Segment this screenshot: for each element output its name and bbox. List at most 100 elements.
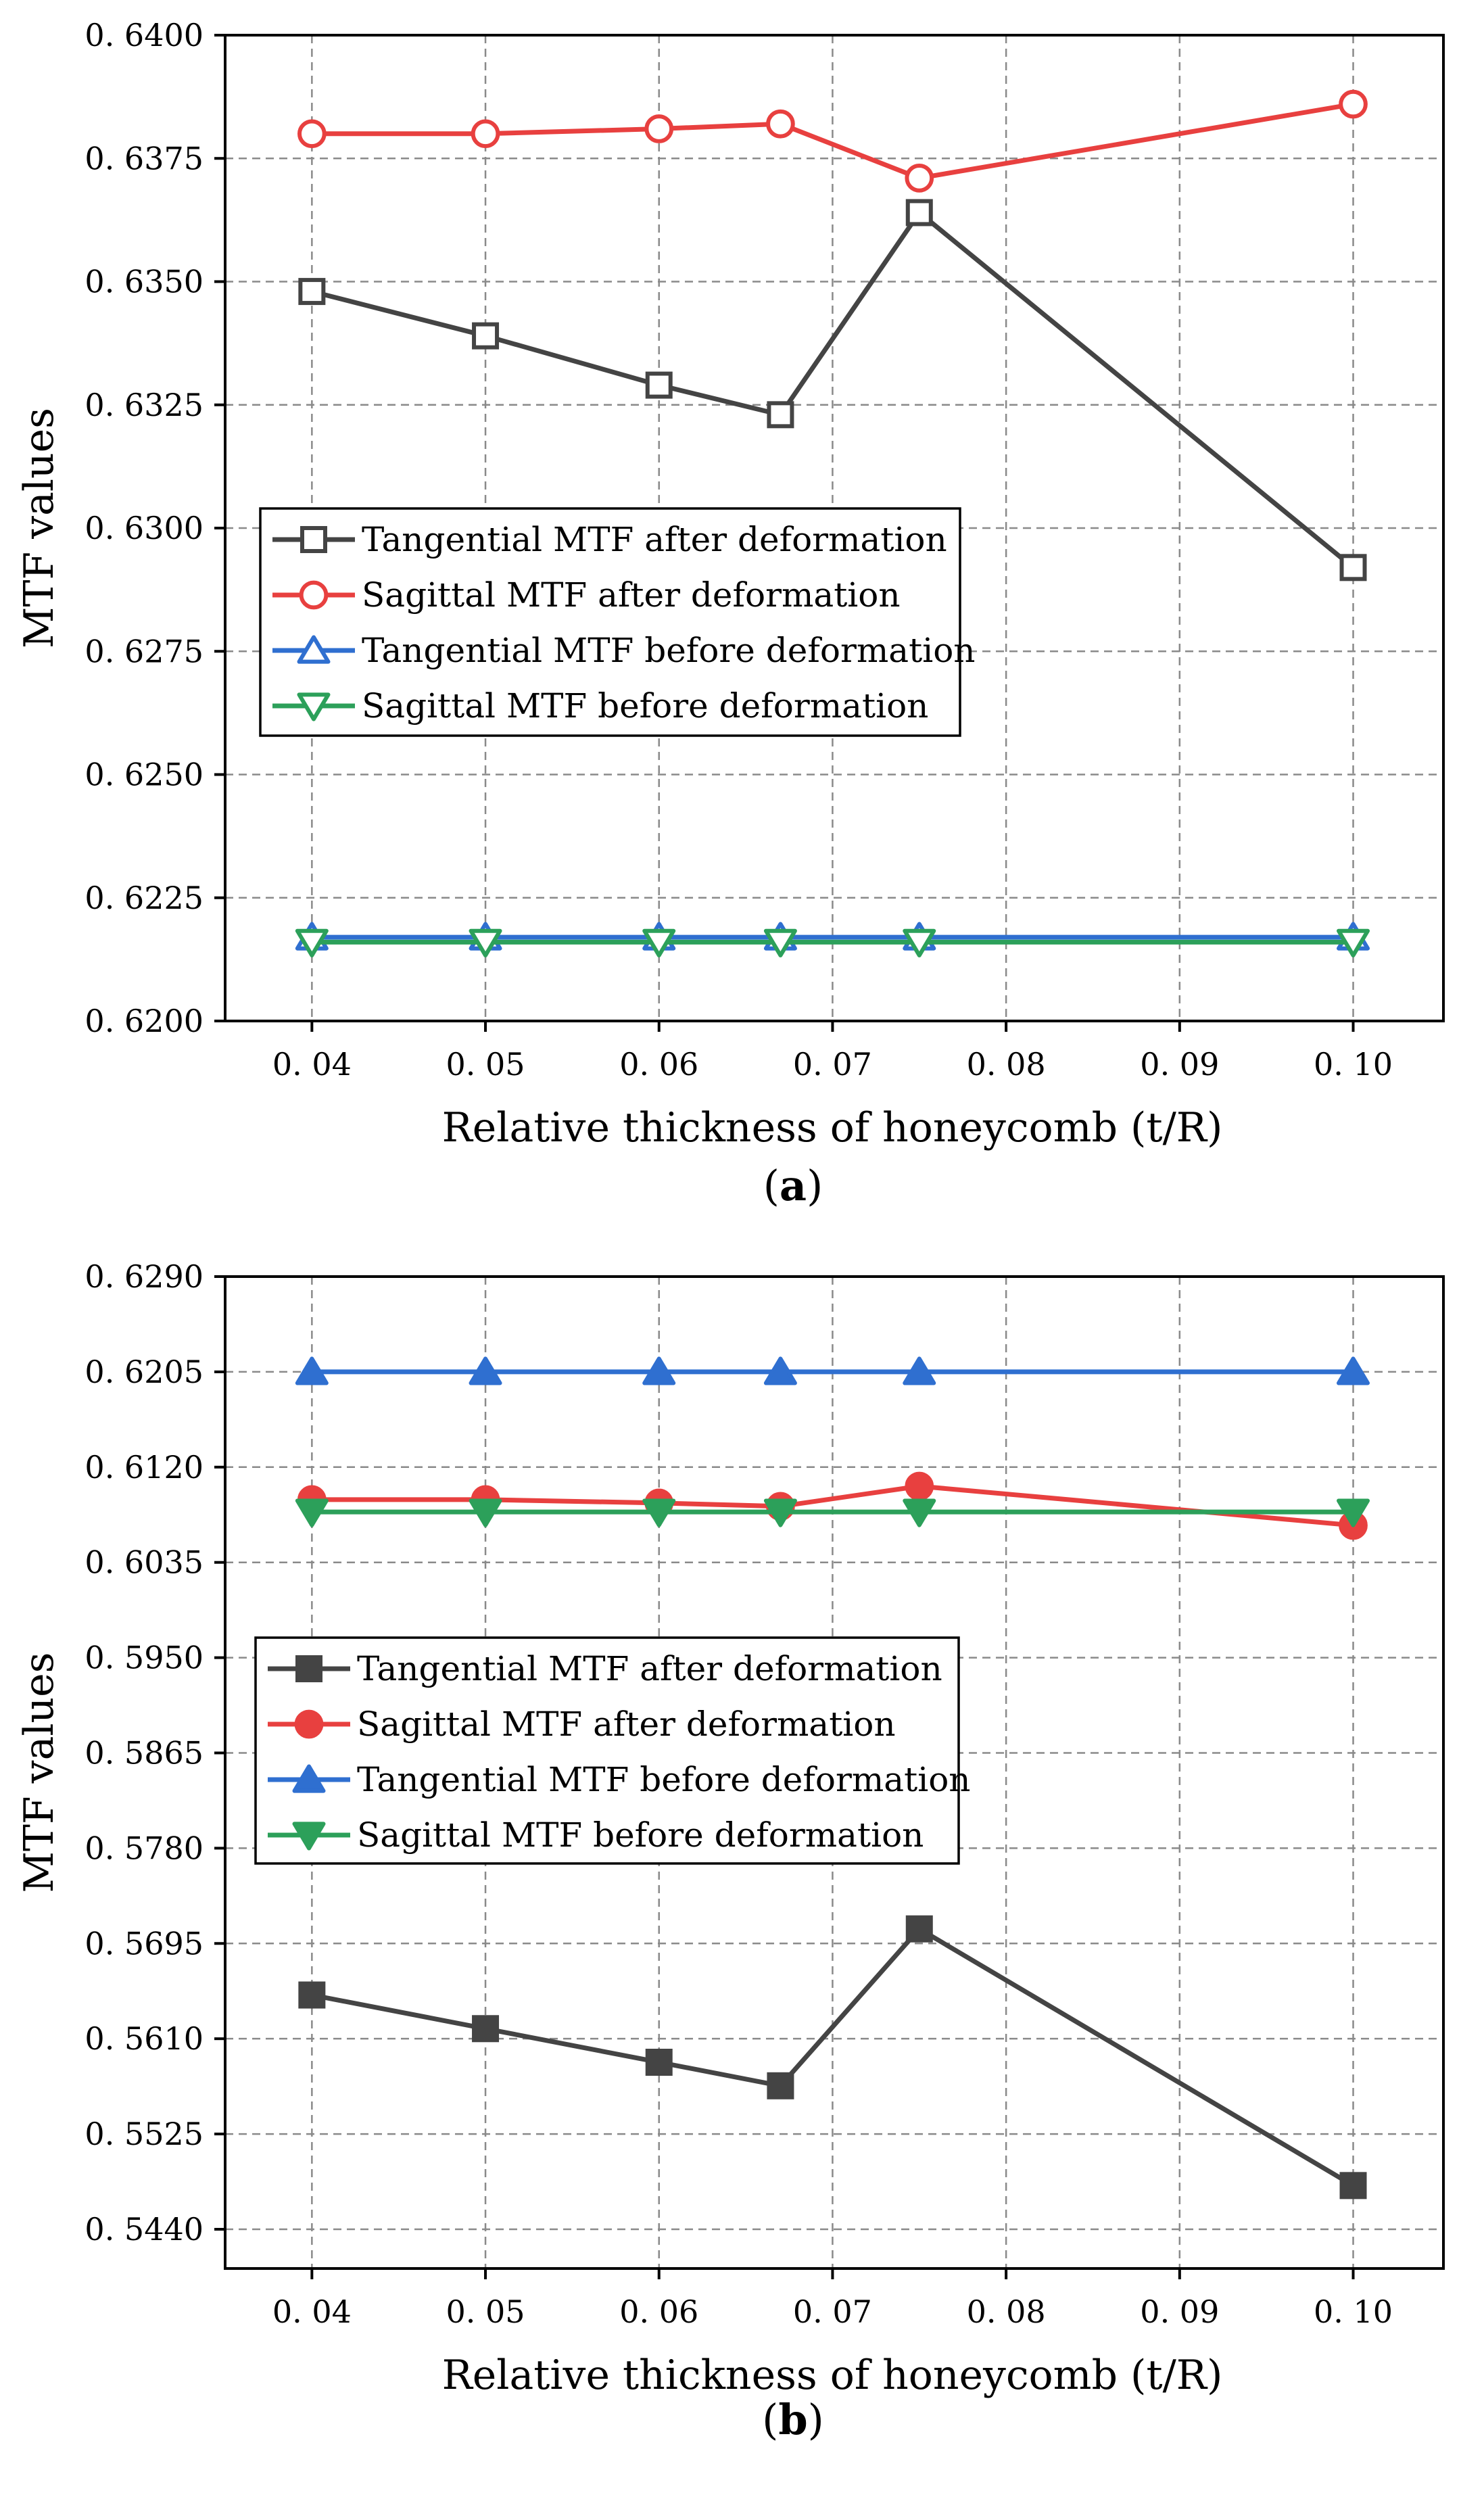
y-axis-title: MTF values xyxy=(16,408,63,648)
x-tick-label: 0. 05 xyxy=(446,2294,525,2330)
panel-caption: (b) xyxy=(762,2395,824,2444)
data-point xyxy=(1337,1356,1370,1385)
data-point xyxy=(472,322,500,350)
data-point xyxy=(472,2015,500,2043)
series-line xyxy=(311,1926,1355,2188)
data-point xyxy=(1339,554,1367,581)
x-tick-label: 0. 07 xyxy=(793,1046,872,1083)
x-tick-label: 0. 04 xyxy=(272,1046,352,1083)
x-tick-label: 0. 04 xyxy=(272,2294,352,2330)
data-point xyxy=(903,928,936,957)
y-tick-label: 0. 5780 xyxy=(85,1830,204,1866)
legend-marker xyxy=(292,1764,326,1793)
legend-marker xyxy=(299,580,329,610)
y-tick-label: 0. 6325 xyxy=(85,387,204,423)
data-point xyxy=(905,199,933,227)
data-point xyxy=(295,1498,329,1527)
x-tick-label: 0. 08 xyxy=(967,1046,1046,1083)
series-1 xyxy=(298,199,1367,581)
y-tick-label: 0. 5610 xyxy=(85,2020,204,2057)
caption-part: ( xyxy=(763,1161,780,1210)
y-tick-label: 0. 5525 xyxy=(85,2116,204,2152)
data-point xyxy=(645,2048,673,2076)
data-point xyxy=(766,109,795,139)
series-line xyxy=(312,1483,1354,1528)
panel-caption: (a) xyxy=(763,1161,823,1210)
data-point xyxy=(905,1471,934,1501)
data-point xyxy=(1339,2172,1367,2200)
series-3 xyxy=(295,1356,1370,1385)
series-4 xyxy=(295,928,1370,957)
data-point xyxy=(469,1356,502,1385)
legend-label: Sagittal MTF before deformation xyxy=(357,1815,924,1855)
y-tick-label: 0. 6120 xyxy=(85,1449,204,1486)
legend-label: Sagittal MTF after deformation xyxy=(362,575,901,615)
y-tick-label: 0. 6300 xyxy=(85,510,204,546)
legend-marker xyxy=(297,692,331,721)
chart-panel-b: 0. 04 0. 05 0. 06 0. 07 0. 08 0. 09 0. 10 0. 54… xyxy=(16,1258,1445,2444)
data-point xyxy=(763,928,797,957)
legend-marker xyxy=(295,1655,322,1682)
series-line xyxy=(311,210,1355,570)
legend-marker xyxy=(297,635,331,664)
y-tick-label: 0. 6200 xyxy=(85,1003,204,1039)
data-point xyxy=(642,928,676,957)
x-tick-label: 0. 05 xyxy=(446,1046,525,1083)
data-point xyxy=(905,1915,933,1943)
y-tick-label: 0. 5950 xyxy=(85,1640,204,1676)
y-tick-label: 0. 6035 xyxy=(85,1544,204,1581)
legend-label: Tangential MTF after deformation xyxy=(362,520,947,559)
data-point xyxy=(763,1356,797,1385)
legend-marker xyxy=(292,1822,326,1851)
data-point xyxy=(469,1498,502,1527)
legend-box xyxy=(259,507,961,737)
data-point xyxy=(298,1981,326,2009)
y-tick-label: 0. 6205 xyxy=(85,1354,204,1390)
data-point xyxy=(645,371,673,399)
legend: Tangential MTF after deformation Sagittal… xyxy=(259,507,976,737)
caption-part: ) xyxy=(807,1161,823,1210)
legend: Tangential MTF after deformation Sagittal… xyxy=(254,1636,971,1865)
legend-marker xyxy=(300,526,327,553)
data-point xyxy=(767,2072,794,2099)
data-point xyxy=(298,278,326,306)
legend-marker xyxy=(294,1709,324,1739)
y-tick-label: 0. 6225 xyxy=(85,880,204,916)
x-tick-label: 0. 09 xyxy=(1140,2294,1219,2330)
data-point xyxy=(763,1498,797,1527)
data-point xyxy=(295,1356,329,1385)
x-tick-label: 0. 10 xyxy=(1314,1046,1393,1083)
chart-panel-a: 0. 04 0. 05 0. 06 0. 07 0. 08 0. 09 0. 10 0. 62… xyxy=(16,17,1445,1210)
data-point xyxy=(642,1356,676,1385)
series-4 xyxy=(295,1498,1370,1527)
data-point xyxy=(644,114,674,143)
legend-label: Tangential MTF before deformation xyxy=(357,1760,971,1799)
legend-label: Tangential MTF after deformation xyxy=(357,1649,942,1688)
y-axis-title: MTF values xyxy=(16,1653,63,1893)
data-point xyxy=(469,928,502,957)
data-point xyxy=(295,928,329,957)
y-tick-label: 0. 5695 xyxy=(85,1925,204,1962)
legend-label: Sagittal MTF before deformation xyxy=(362,686,928,726)
y-tick-label: 0. 6250 xyxy=(85,757,204,793)
data-point xyxy=(471,119,500,149)
y-tick-label: 0. 6350 xyxy=(85,264,204,300)
x-axis-title: Relative thickness of honeycomb (t/R) xyxy=(442,1104,1223,1151)
x-tick-label: 0. 09 xyxy=(1140,1046,1219,1083)
x-tick-label: 0. 07 xyxy=(793,2294,872,2330)
data-point xyxy=(1337,928,1370,957)
y-tick-label: 0. 6400 xyxy=(85,17,204,53)
data-point xyxy=(903,1356,936,1385)
data-point xyxy=(1339,89,1368,119)
data-point xyxy=(1337,1498,1370,1527)
x-tick-label: 0. 08 xyxy=(967,2294,1046,2330)
y-tick-label: 0. 6375 xyxy=(85,140,204,176)
y-tick-label: 0. 6290 xyxy=(85,1258,204,1295)
caption-part: ( xyxy=(762,2395,778,2444)
y-tick-label: 0. 5865 xyxy=(85,1734,204,1771)
data-point xyxy=(905,164,934,193)
data-point xyxy=(642,1498,676,1527)
x-tick-label: 0. 06 xyxy=(619,2294,698,2330)
caption-part: b xyxy=(778,2395,807,2444)
